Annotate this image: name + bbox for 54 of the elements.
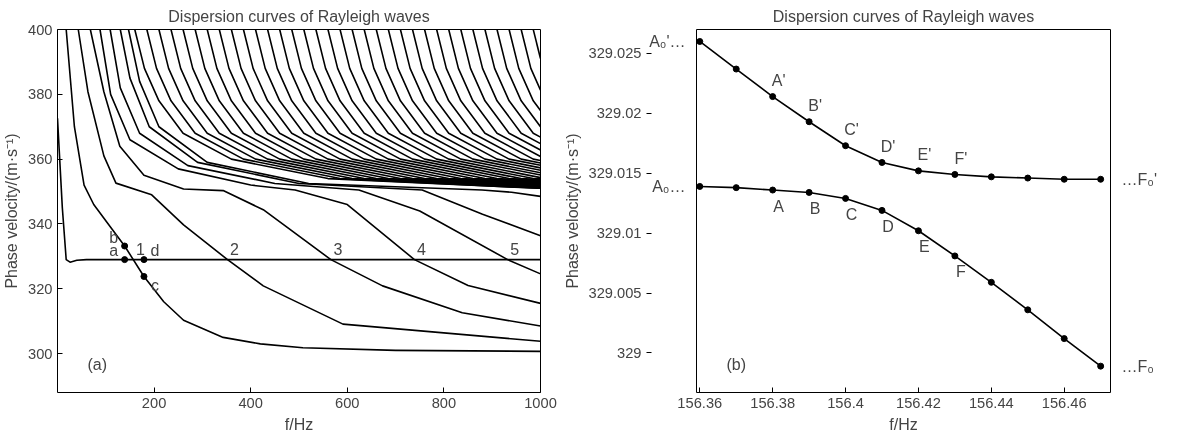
y-tick-label: 329 — [617, 344, 642, 361]
x-tick-label: 1000 — [524, 394, 557, 411]
annotation: 4 — [416, 240, 426, 258]
annotation: A' — [771, 72, 786, 90]
y-tick-label: 380 — [28, 86, 53, 103]
annotation: 5 — [510, 240, 520, 258]
y-axis-title: Phase velocity/(m·s⁻¹) — [3, 133, 21, 289]
y-tick-label: 340 — [28, 215, 53, 232]
x-tick-label: 800 — [431, 394, 457, 411]
annotation: D' — [880, 137, 896, 155]
annotation: C' — [844, 121, 859, 139]
x-tick-label: 156.46 — [1041, 394, 1087, 411]
x-tick-label: 156.4 — [827, 394, 864, 411]
y-axis-title: Phase velocity/(m·s⁻¹) — [563, 133, 581, 289]
x-tick-label: 156.42 — [896, 394, 941, 411]
annotation: B' — [808, 97, 822, 115]
y-tick-label: 329.01 — [596, 225, 642, 242]
chart-title: Dispersion curves of Rayleigh waves — [168, 7, 430, 25]
x-tick-label: 156.36 — [677, 394, 723, 411]
annotation: E — [919, 238, 930, 256]
x-tick-label: 156.38 — [750, 394, 796, 411]
y-tick-label: 329.025 — [588, 45, 642, 62]
y-tick-label: 400 — [28, 21, 53, 38]
y-tick-label: 329.02 — [596, 105, 642, 122]
x-axis-title: f/Hz — [284, 415, 314, 433]
annotation: …F₀ — [1121, 357, 1154, 375]
annotation: D — [882, 217, 894, 235]
annotation: A₀'… — [649, 32, 686, 50]
annotation: 1 — [135, 240, 145, 258]
annotation: (b) — [726, 355, 747, 373]
annotation: 2 — [230, 240, 240, 258]
x-axis-title: f/Hz — [889, 415, 918, 433]
chart-title: Dispersion curves of Rayleigh waves — [772, 7, 1035, 25]
y-tick-label: 329.015 — [588, 165, 642, 182]
annotation: F' — [954, 149, 968, 167]
annotation: A — [773, 197, 785, 215]
annotation: 3 — [333, 240, 343, 258]
annotation: C — [845, 205, 858, 223]
y-tick-label: 360 — [28, 151, 53, 168]
annotation: d — [150, 242, 160, 260]
annotation: (a) — [87, 355, 108, 373]
x-tick-label: 400 — [238, 394, 263, 411]
x-tick-label: 600 — [335, 394, 360, 411]
x-tick-label: 156.44 — [968, 394, 1014, 411]
annotation: c — [150, 276, 159, 294]
annotation: F — [956, 263, 966, 281]
x-tick-label: 200 — [141, 394, 167, 411]
annotation: …F₀' — [1121, 170, 1157, 188]
annotation: B — [809, 199, 821, 217]
y-tick-label: 320 — [28, 280, 53, 297]
y-tick-label: 300 — [28, 345, 53, 362]
y-tick-label: 329.005 — [588, 285, 642, 302]
annotation: E' — [917, 146, 932, 164]
annotation: A₀… — [652, 177, 686, 195]
